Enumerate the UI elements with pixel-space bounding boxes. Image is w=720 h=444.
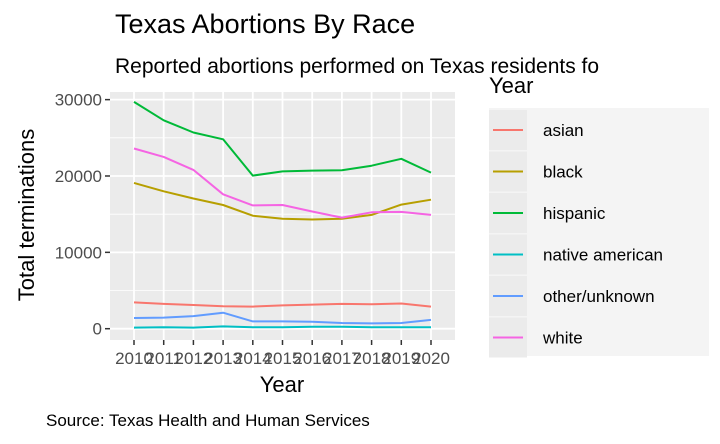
x-tick-label: 2016 <box>293 349 331 368</box>
y-tick-label: 20000 <box>55 167 102 186</box>
series-line-asian <box>133 301 432 308</box>
legend-title: Year <box>489 73 533 98</box>
x-tick-label: 2019 <box>382 349 420 368</box>
x-tick-label: 2020 <box>412 349 450 368</box>
series-line-other-unknown <box>133 311 432 325</box>
y-axis-label: Total terminations <box>14 129 39 301</box>
x-tick-label: 2012 <box>174 349 212 368</box>
x-tick-label: 2015 <box>264 349 302 368</box>
x-tick-label: 2011 <box>145 349 182 368</box>
legend-label: white <box>542 329 583 348</box>
legend-label: hispanic <box>543 204 606 223</box>
chart-subtitle: Reported abortions performed on Texas re… <box>115 55 599 78</box>
x-tick-label: 2018 <box>353 349 391 368</box>
chart-title: Texas Abortions By Race <box>115 9 415 39</box>
legend-label: asian <box>543 121 584 140</box>
y-tick-label: 30000 <box>55 91 102 110</box>
x-axis-label: Year <box>260 372 304 397</box>
x-tick-label: 2014 <box>234 349 272 368</box>
y-tick-label: 10000 <box>55 243 102 262</box>
series-lines <box>133 101 432 329</box>
y-axis: 0 10000 20000 30000 <box>55 91 110 339</box>
legend-label: native american <box>543 246 663 265</box>
chart-caption: Source: Texas Health and Human Services <box>46 411 370 430</box>
y-tick-label: 0 <box>93 320 102 339</box>
legend: asian black hispanic native american other/u… <box>489 110 663 358</box>
series-line-white <box>133 147 432 219</box>
x-axis: 2010201120122013201420152016201720182019… <box>115 340 450 368</box>
legend-label: other/unknown <box>543 287 655 306</box>
series-line-native-american <box>133 325 431 329</box>
grid-lines <box>110 92 455 340</box>
x-tick-label: 2017 <box>323 349 361 368</box>
series-line-hispanic <box>133 101 432 177</box>
legend-label: black <box>543 163 583 182</box>
x-tick-label: 2010 <box>115 349 153 368</box>
x-tick-label: 2013 <box>204 349 242 368</box>
